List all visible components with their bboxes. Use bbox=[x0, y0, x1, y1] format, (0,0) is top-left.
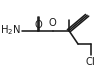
Text: O: O bbox=[34, 20, 42, 30]
Text: Cl: Cl bbox=[86, 57, 96, 67]
Text: H$_2$N: H$_2$N bbox=[0, 24, 21, 37]
Text: O: O bbox=[49, 18, 56, 28]
